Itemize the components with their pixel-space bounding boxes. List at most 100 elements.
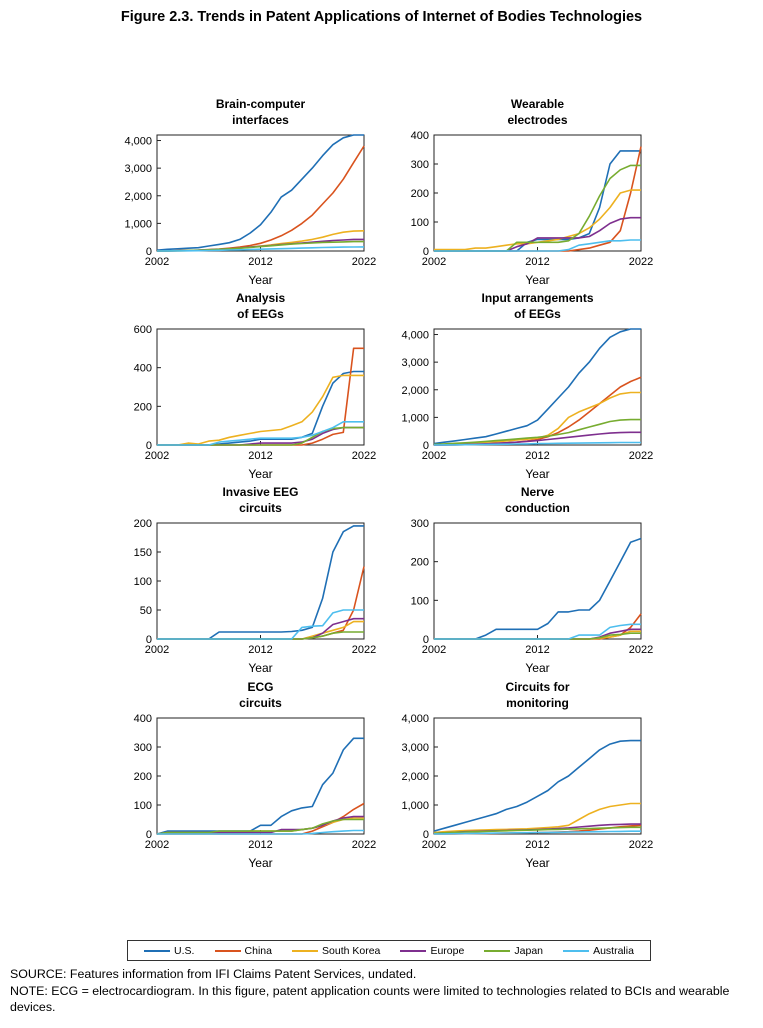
panel-7-ytick-label-2: 200 [134,771,152,783]
legend-item-japan: Japan [484,945,543,957]
panel-2-xtick-label-2: 2022 [629,256,653,268]
legend-item-china: China [214,944,272,957]
chart-grid: Brain-computer interfaces 0 1,000 2,000 3,000… [124,97,653,870]
legend-item-south-korea: South Korea [292,945,380,957]
panel-6-xtick-label-0: 2002 [422,644,446,656]
panel-2-series-australia [434,239,641,252]
panel-1-ytick-label-2: 2,000 [124,191,152,203]
panel-6-xlabel: Year [525,661,549,675]
source-note: SOURCE: Features information from IFI Cl… [10,967,417,981]
panel-8-ytick-label-2: 2,000 [401,771,429,783]
panel-5-ytick-label-1: 50 [140,605,152,617]
panel-7-series-china [157,802,365,835]
panel-7-xtick-label-1: 2012 [248,839,272,851]
panel-4-ytick-label-1: 1,000 [401,412,429,424]
panel-1-ytick-label-1: 1,000 [124,218,152,230]
panel-2-ytick-label-4: 400 [411,130,429,142]
panel-4-series-u-s- [433,328,641,445]
panel-4-xlabel: Year [525,467,549,481]
panel-7-ytick-label-0: 0 [146,829,152,841]
panel-5-title-line-2: circuits [239,501,282,515]
panel-5-axes-frame [156,522,365,640]
panel-6-title-line-1: Nerve [521,485,555,499]
legend-label-australia: Australia [593,944,634,957]
panel-2-series-u-s- [434,150,641,252]
panel-4-ytick-label-0: 0 [423,440,429,452]
panel-4-xtick-label-0: 2002 [422,450,446,462]
panel-8-ytick-label-4: 4,000 [401,713,429,725]
panel-6-series-australia [434,623,641,640]
panel-2-xlabel: Year [525,273,549,287]
panel-7-axes-frame [156,717,365,835]
panel-7-xlabel: Year [248,856,272,870]
panel-5-title-line-1: Invasive EEG [222,485,298,499]
legend-swatch-australia [563,949,590,952]
legend-item-australia: Australia [563,945,634,957]
panel-3-ytick-label-0: 0 [146,440,152,452]
panel-3-series-china [157,347,364,446]
panel-8-xtick-label-1: 2012 [525,839,549,851]
panel-4-title-line-2: of EEGs [514,307,561,321]
panel-7-title-line-2: circuits [239,696,282,710]
panel-7-series-u-s- [156,737,364,835]
panel-5-ytick-label-2: 100 [134,576,152,588]
panel-6-ytick-label-2: 200 [411,557,429,569]
panel-1-ytick-label-0: 0 [146,246,152,258]
panel-4-series-china [434,376,642,446]
panel-2-xtick-label-1: 2012 [525,256,549,268]
panel-3-title-line-1: Analysis [236,291,286,305]
legend-swatch-south-korea [292,949,319,952]
panel-8-series-japan [433,826,641,835]
panel-7-xtick-label-0: 2002 [145,839,169,851]
panel-4-axes-frame [433,328,642,446]
panel-2-series-europe [434,216,641,252]
panel-8-series-australia [433,830,641,835]
panel-8-axes-frame [433,717,642,835]
panel-2-ytick-label-1: 100 [411,217,429,229]
panel-1-ytick-label-3: 3,000 [124,163,152,175]
panel-1-xlabel: Year [248,273,272,287]
panel-4-series-australia [433,441,641,446]
panel-6-xtick-label-2: 2022 [629,644,653,656]
legend-label-japan: Japan [514,944,543,957]
panel-5-xtick-label-0: 2002 [145,644,169,656]
panel-4-xtick-label-1: 2012 [525,450,549,462]
panel-3-xlabel: Year [248,467,272,481]
panel-3-series-south-korea [157,374,364,446]
panel-1-xtick-label-2: 2022 [352,256,376,268]
panel-6-ytick-label-3: 300 [411,518,429,530]
panel-2-axes-frame [433,134,642,252]
panel-8-xlabel: Year [525,856,549,870]
legend-item-us: U.S. [144,945,194,957]
panel-4-ytick-label-3: 3,000 [401,357,429,369]
panel-5-series-u-s- [157,525,364,640]
panel-5-ytick-label-3: 150 [134,547,152,559]
panel-1-xtick-label-1: 2012 [248,256,272,268]
legend: U.S. China South Korea Europe Japan Aust… [127,940,651,961]
panel-6-title-line-2: conduction [505,501,570,515]
legend-swatch-europe [400,949,427,952]
panel-7-xtick-label-2: 2022 [352,839,376,851]
panel-2-series-china [434,146,642,252]
panel-3-xtick-label-0: 2002 [145,450,169,462]
panel-7-series-japan [156,818,364,835]
panel-7-series-australia [157,829,364,835]
panel-8-series-south-korea [433,802,641,834]
panel-1-series-china [157,145,365,252]
panel-2-xtick-label-0: 2002 [422,256,446,268]
panel-3-ytick-label-3: 600 [134,324,152,336]
legend-item-europe: Europe [400,945,464,957]
panel-1-ytick-label-4: 4,000 [124,136,152,148]
panel-1-title-line-2: interfaces [232,113,289,127]
panel-4-title-line-1: Input arrangements [481,291,593,305]
panel-6-ytick-label-1: 100 [411,595,429,607]
legend-label-us: U.S. [174,944,195,957]
panel-2-ytick-label-0: 0 [423,246,429,258]
panel-3-ytick-label-1: 200 [134,401,152,413]
legend-label-china: China [244,944,272,957]
panel-1-title-line-1: Brain-computer [216,97,306,111]
panel-6-ytick-label-0: 0 [423,634,429,646]
panel-1-series-u-s- [156,134,364,251]
panel-8-title-line-2: monitoring [506,696,569,710]
figure-title: Figure 2.3. Trends in Patent Application… [120,9,643,25]
